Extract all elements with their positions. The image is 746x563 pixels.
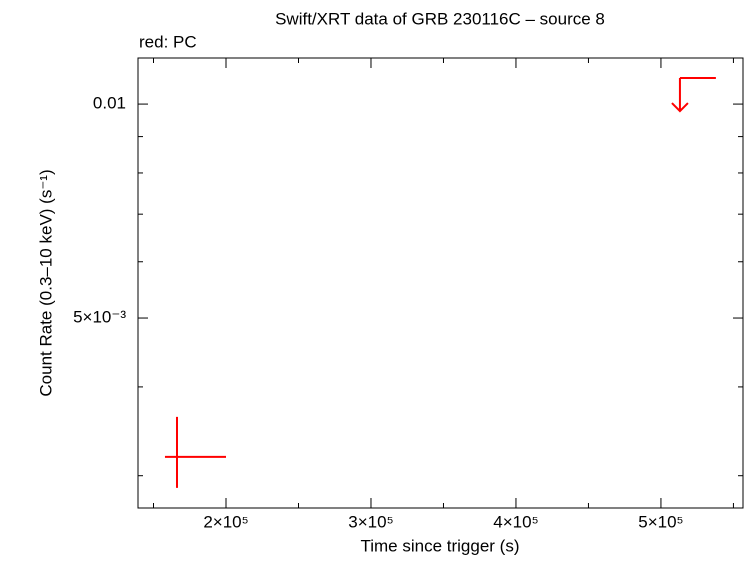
y-axis-label: Count Rate (0.3–10 keV) (s⁻¹) [36,169,55,396]
chart-title: Swift/XRT data of GRB 230116C – source 8 [275,9,605,28]
x-axis-label: Time since trigger (s) [360,536,519,555]
upper-limit-arrow [671,78,689,113]
plot-frame [137,57,744,509]
x-tick-label: 5×10⁵ [638,512,683,531]
x-tick-label: 2×10⁵ [203,512,248,531]
y-tick-label: 0.01 [93,94,126,113]
x-tick-label: 3×10⁵ [348,512,393,531]
subtitle: red: PC [139,32,197,51]
y-tick-label: 5×10⁻³ [73,308,126,327]
x-tick-label: 4×10⁵ [493,512,538,531]
